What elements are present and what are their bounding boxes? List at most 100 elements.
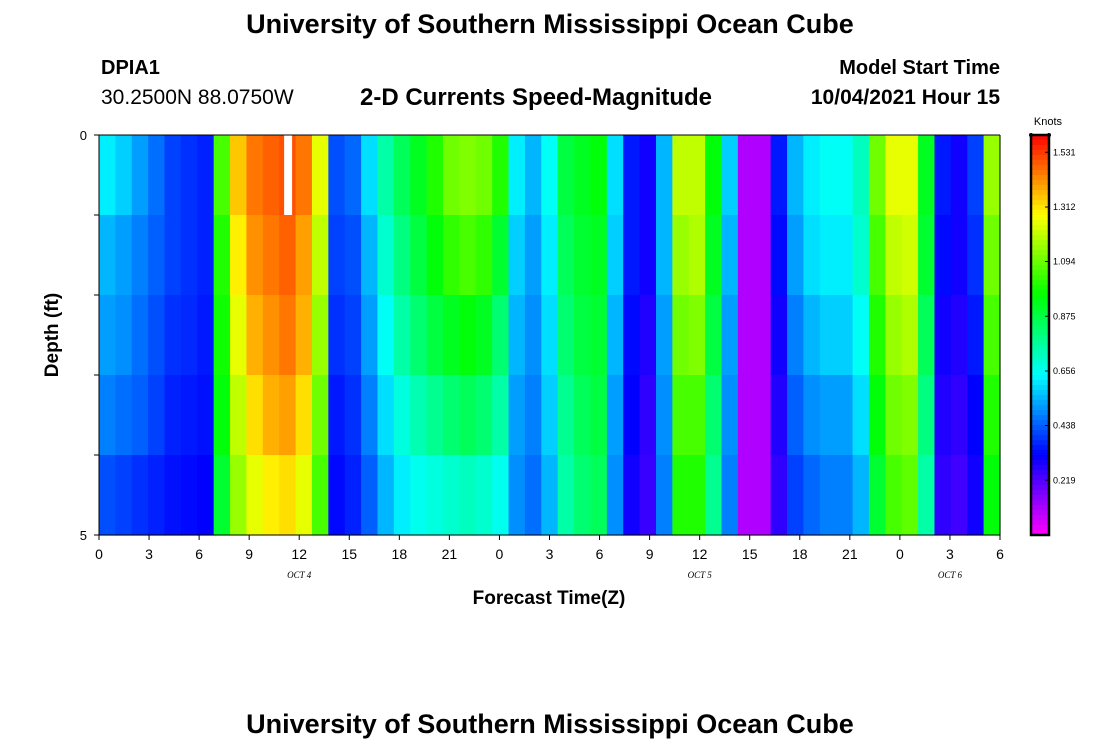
heatmap-cell <box>180 215 198 296</box>
heatmap-cell <box>361 295 379 376</box>
heatmap-cell <box>623 135 641 216</box>
heatmap-cell <box>754 215 772 296</box>
colorbar <box>1031 135 1049 536</box>
heatmap-cell <box>180 375 198 456</box>
heatmap-cell <box>410 375 428 456</box>
heatmap-cell <box>410 295 428 376</box>
heatmap-cell <box>180 295 198 376</box>
heatmap-cell <box>197 295 215 376</box>
colorbar-segment <box>1031 310 1049 316</box>
model-start-label: Model Start Time <box>839 57 1000 79</box>
heatmap-cell <box>508 215 526 296</box>
heatmap-cell <box>164 295 182 376</box>
heatmap-cell <box>770 375 788 456</box>
heatmap-cell <box>852 215 870 296</box>
heatmap-cell <box>770 295 788 376</box>
colorbar-segment <box>1031 275 1049 281</box>
colorbar-tick-label: 1.312 <box>1053 202 1076 212</box>
heatmap-cell <box>99 455 116 536</box>
heatmap-cell <box>180 135 198 216</box>
colorbar-segment <box>1031 280 1049 286</box>
heatmap-cell <box>623 455 641 536</box>
heatmap-cell <box>983 135 1001 216</box>
heatmap-cell <box>164 375 182 456</box>
heatmap-cell <box>475 455 493 536</box>
heatmap-cell <box>443 375 460 456</box>
heatmap-cell <box>901 215 919 296</box>
heatmap-cell <box>311 135 329 216</box>
chart-title: 2-D Currents Speed-Magnitude <box>360 84 713 111</box>
heatmap-cell <box>983 455 1001 536</box>
heatmap-cell <box>328 295 346 376</box>
colorbar-segment <box>1031 325 1049 331</box>
heatmap-cell <box>770 215 788 296</box>
x-tick-label: 12 <box>291 546 307 562</box>
heatmap-cell <box>754 375 772 456</box>
heatmap-cell <box>787 135 805 216</box>
heatmap-cell <box>655 135 673 216</box>
colorbar-segment <box>1031 235 1049 241</box>
heatmap-cell <box>99 375 116 456</box>
colorbar-segment <box>1031 345 1049 351</box>
heatmap-cell <box>459 295 477 376</box>
colorbar-segment <box>1031 225 1049 231</box>
heatmap-cell <box>737 135 755 216</box>
colorbar-segment <box>1031 410 1049 416</box>
heatmap-cell <box>606 135 624 216</box>
heatmap-cell <box>655 295 673 376</box>
colorbar-corner <box>1047 133 1051 137</box>
x-tick-label: 3 <box>546 546 554 562</box>
heatmap-cell <box>197 455 215 536</box>
x-tick-label: 6 <box>996 546 1004 562</box>
heatmap-cell <box>901 295 919 376</box>
heatmap-cell <box>983 295 1001 376</box>
heatmap-cell <box>459 375 477 456</box>
heatmap-cell <box>885 295 903 376</box>
heatmap-cell <box>492 455 510 536</box>
heatmap-cell <box>639 455 657 536</box>
colorbar-segment <box>1031 415 1049 421</box>
colorbar-segment <box>1031 320 1049 326</box>
heatmap-cell <box>492 215 510 296</box>
heatmap-cell <box>344 375 362 456</box>
heatmap-cell <box>459 135 477 216</box>
heatmap-cell <box>131 135 149 216</box>
heatmap-cell <box>557 375 575 456</box>
heatmap-cell <box>410 215 428 296</box>
heatmap-cell <box>541 215 559 296</box>
x-tick-label: 18 <box>792 546 808 562</box>
colorbar-segment <box>1031 465 1049 471</box>
heatmap-cell <box>426 215 444 296</box>
heatmap-cell <box>918 215 936 296</box>
heatmap-cell <box>443 295 460 376</box>
heatmap-cell <box>279 375 297 456</box>
colorbar-segment <box>1031 265 1049 271</box>
heatmap-cell <box>950 215 968 296</box>
x-tick-label: 21 <box>442 546 458 562</box>
colorbar-tick-label: 0.219 <box>1053 475 1076 485</box>
heatmap-cell <box>361 375 379 456</box>
date-label: OCT 6 <box>938 570 963 580</box>
heatmap-cell <box>655 375 673 456</box>
x-tick-label: 0 <box>95 546 103 562</box>
heatmap-cell <box>754 295 772 376</box>
heatmap-cell <box>131 455 149 536</box>
colorbar-segment <box>1031 450 1049 456</box>
heatmap-cell <box>787 455 805 536</box>
heatmap-cell <box>148 295 166 376</box>
heatmap-cell <box>524 375 542 456</box>
footer-title: University of Southern Mississippi Ocean… <box>246 709 854 739</box>
heatmap-cell <box>639 215 657 296</box>
heatmap-cell <box>99 215 116 296</box>
colorbar-segment <box>1031 500 1049 506</box>
colorbar-segment <box>1031 220 1049 226</box>
heatmap-cell <box>868 455 886 536</box>
heatmap-cell <box>819 375 837 456</box>
colorbar-segment <box>1031 140 1049 146</box>
heatmap-cell <box>148 375 166 456</box>
heatmap-cell <box>590 215 608 296</box>
colorbar-segment <box>1031 525 1049 531</box>
heatmap-cell <box>803 295 821 376</box>
colorbar-segment <box>1031 160 1049 166</box>
heatmap-cell <box>377 215 395 296</box>
